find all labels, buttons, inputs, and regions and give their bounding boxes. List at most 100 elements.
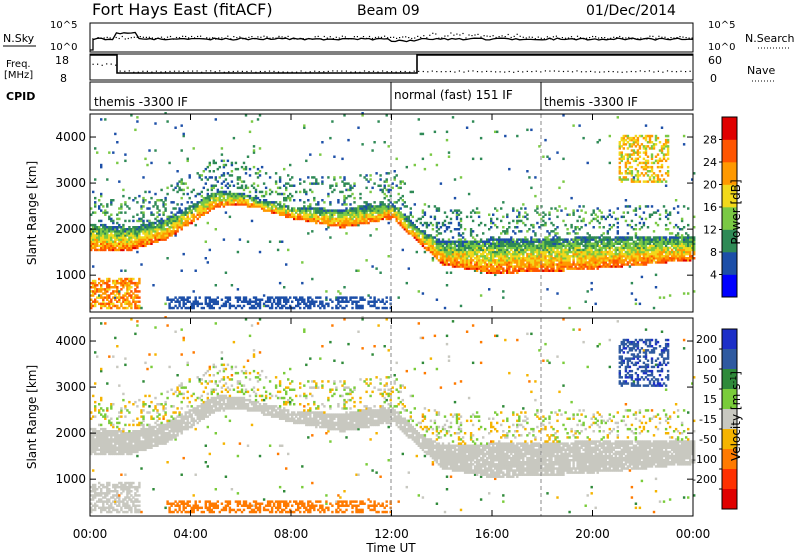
power-cell bbox=[222, 196, 226, 200]
power-cell bbox=[467, 248, 471, 252]
power-cell bbox=[365, 201, 368, 204]
power-cell bbox=[650, 155, 654, 158]
power-cell bbox=[602, 252, 605, 256]
power-cell bbox=[409, 230, 413, 233]
power-cell bbox=[423, 242, 427, 245]
power-cell bbox=[548, 250, 551, 254]
power-cell bbox=[184, 182, 187, 185]
power-cell bbox=[148, 240, 151, 243]
power-cell bbox=[544, 261, 547, 264]
power-cell bbox=[506, 261, 509, 264]
power-cell bbox=[449, 242, 453, 245]
power-cell bbox=[124, 298, 127, 301]
power-cell bbox=[524, 248, 527, 252]
power-cell bbox=[538, 265, 541, 268]
power-cell bbox=[520, 240, 523, 243]
power-cell bbox=[492, 242, 495, 245]
power-cell bbox=[130, 234, 133, 237]
power-cell bbox=[343, 217, 346, 221]
power-cell bbox=[596, 240, 599, 243]
power-cell bbox=[287, 209, 290, 212]
power-cell bbox=[449, 221, 453, 225]
power-cell bbox=[544, 246, 547, 250]
power-cell bbox=[315, 211, 318, 214]
power-cell bbox=[542, 263, 545, 266]
power-cell bbox=[558, 255, 561, 258]
power-cell bbox=[473, 238, 477, 241]
power-cell bbox=[494, 267, 497, 270]
nsearch-point bbox=[688, 37, 690, 39]
power-cell bbox=[413, 234, 417, 237]
power-cell bbox=[522, 261, 525, 264]
power-cell bbox=[379, 271, 382, 274]
power-cell bbox=[166, 120, 169, 123]
power-cell bbox=[126, 234, 129, 237]
power-cell bbox=[574, 265, 577, 268]
power-cell bbox=[484, 261, 487, 264]
power-cell bbox=[572, 261, 575, 264]
power-cell bbox=[650, 261, 654, 264]
power-cell bbox=[222, 174, 226, 177]
power-cell bbox=[178, 211, 181, 214]
power-cell bbox=[576, 263, 579, 266]
power-cell bbox=[152, 213, 155, 216]
power-cell bbox=[630, 248, 634, 252]
power-cell bbox=[182, 221, 185, 225]
power-cell bbox=[293, 306, 296, 310]
power-cell bbox=[498, 269, 501, 272]
power-cell bbox=[518, 267, 521, 270]
power-cell bbox=[445, 248, 449, 252]
nave-point bbox=[232, 70, 234, 73]
power-cell bbox=[212, 194, 216, 198]
power-cell bbox=[108, 304, 111, 308]
power-cell bbox=[130, 306, 133, 310]
power-cell bbox=[182, 300, 185, 303]
power-cell bbox=[118, 234, 121, 237]
power-cell bbox=[108, 228, 111, 231]
power-cell bbox=[339, 209, 342, 212]
power-cell bbox=[218, 203, 222, 206]
power-cell bbox=[566, 259, 569, 262]
power-cell bbox=[321, 219, 324, 223]
power-cell bbox=[116, 242, 119, 245]
power-cell bbox=[588, 236, 591, 239]
power-cell bbox=[548, 265, 551, 268]
power-cell bbox=[421, 157, 425, 161]
power-cell bbox=[184, 209, 187, 212]
power-cell bbox=[124, 244, 127, 248]
power-cell bbox=[220, 201, 224, 204]
power-cell bbox=[142, 228, 145, 231]
nave-point bbox=[264, 70, 266, 73]
power-cell bbox=[321, 180, 324, 183]
power-cell bbox=[134, 284, 137, 287]
power-cell bbox=[634, 298, 638, 301]
power-cell bbox=[652, 161, 656, 165]
power-cell bbox=[586, 267, 589, 270]
power-cell bbox=[144, 232, 147, 235]
power-cell bbox=[351, 209, 354, 212]
power-cell bbox=[206, 261, 210, 264]
power-cell bbox=[337, 201, 340, 204]
power-cell bbox=[642, 261, 646, 264]
nsearch-tick-bottom: 10^0 bbox=[708, 42, 735, 53]
nave-point bbox=[291, 71, 293, 73]
nsearch-point bbox=[438, 37, 440, 39]
power-cell bbox=[606, 250, 610, 254]
power-cell bbox=[174, 234, 177, 237]
power-cell bbox=[204, 298, 208, 301]
power-cell bbox=[98, 296, 101, 299]
power-cell bbox=[443, 219, 447, 223]
power-cell bbox=[295, 296, 298, 299]
power-cell bbox=[616, 221, 620, 225]
power-cell bbox=[106, 306, 109, 310]
power-cell bbox=[106, 284, 109, 287]
nsearch-point bbox=[203, 38, 205, 40]
power-cell bbox=[429, 248, 433, 252]
power-cell bbox=[530, 236, 533, 239]
power-cell bbox=[502, 238, 505, 241]
power-cell bbox=[341, 298, 344, 301]
nave-point bbox=[558, 70, 560, 72]
power-cell bbox=[620, 236, 624, 239]
power-cell bbox=[451, 250, 455, 254]
power-cell bbox=[546, 240, 549, 243]
